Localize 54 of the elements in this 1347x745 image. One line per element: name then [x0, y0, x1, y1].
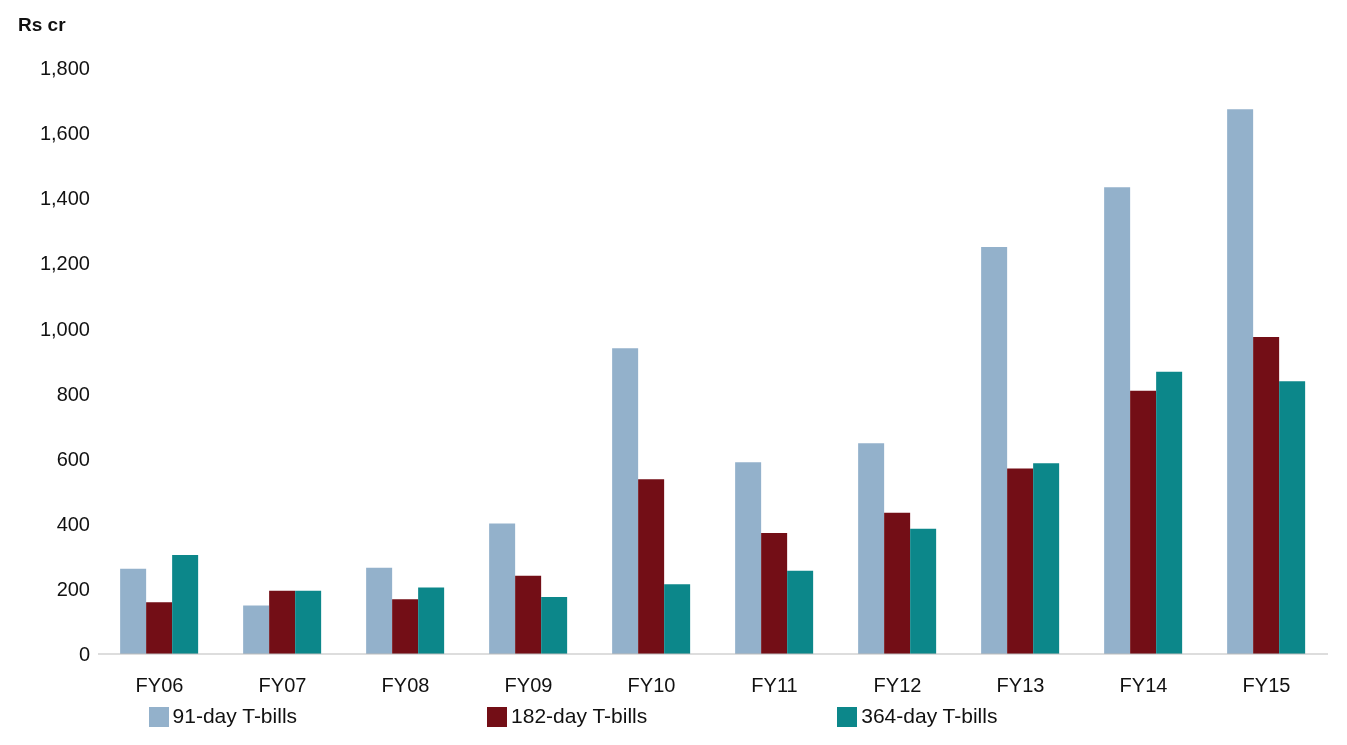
- y-tick-label: 1,600: [39, 122, 90, 145]
- bar: [418, 587, 445, 654]
- bar: [1156, 371, 1183, 654]
- bar: [858, 443, 885, 654]
- bar: [541, 597, 568, 654]
- y-tick-label: 1,400: [39, 187, 90, 210]
- y-tick-label: 1,800: [39, 57, 90, 80]
- bar: [146, 602, 173, 654]
- x-tick-label: FY09: [504, 674, 553, 697]
- y-tick-label: 800: [56, 382, 90, 405]
- legend-label: 364-day T-bills: [861, 704, 998, 727]
- bar: [761, 532, 788, 654]
- x-tick-label: FY14: [1119, 674, 1168, 697]
- bar: [269, 590, 296, 654]
- bar: [1033, 463, 1060, 654]
- x-tick-label: FY10: [627, 674, 676, 697]
- bar: [295, 590, 322, 654]
- y-tick-label: 600: [56, 447, 90, 470]
- x-tick-label: FY11: [751, 674, 798, 697]
- x-tick-label: FY13: [996, 674, 1045, 697]
- bar: [172, 555, 199, 654]
- x-tick-label: FY06: [135, 674, 184, 697]
- y-tick-label: 1,200: [39, 252, 90, 275]
- x-tick-label: FY15: [1242, 674, 1291, 697]
- bar: [1104, 187, 1131, 654]
- y-axis-title: Rs cr: [18, 14, 66, 36]
- bar: [910, 528, 937, 654]
- bar: [787, 570, 814, 654]
- y-tick-label: 1,000: [39, 317, 90, 340]
- bar: [1253, 336, 1280, 654]
- bar: [612, 348, 639, 654]
- x-tick-label: FY07: [258, 674, 307, 697]
- bar: [366, 567, 393, 654]
- bar: [638, 479, 665, 654]
- y-tick-label: 200: [56, 577, 90, 600]
- bar: [735, 462, 762, 654]
- bar: [884, 512, 911, 654]
- bar: [1227, 109, 1254, 654]
- legend-label: 91-day T-bills: [172, 704, 298, 727]
- x-tick-label: FY12: [873, 674, 922, 697]
- bar: [243, 605, 270, 654]
- bar: [1007, 468, 1034, 654]
- bar: [1279, 381, 1306, 654]
- bar: [392, 599, 419, 654]
- bar: [664, 584, 691, 654]
- bar: [120, 568, 147, 654]
- legend-label: 182-day T-bills: [511, 704, 648, 727]
- bar: [489, 523, 516, 654]
- bar: [1130, 390, 1157, 654]
- bar: [981, 247, 1008, 654]
- y-tick-label: 400: [56, 512, 90, 535]
- bar: [515, 575, 542, 654]
- y-tick-label: 0: [78, 643, 90, 666]
- x-tick-label: FY08: [381, 674, 430, 697]
